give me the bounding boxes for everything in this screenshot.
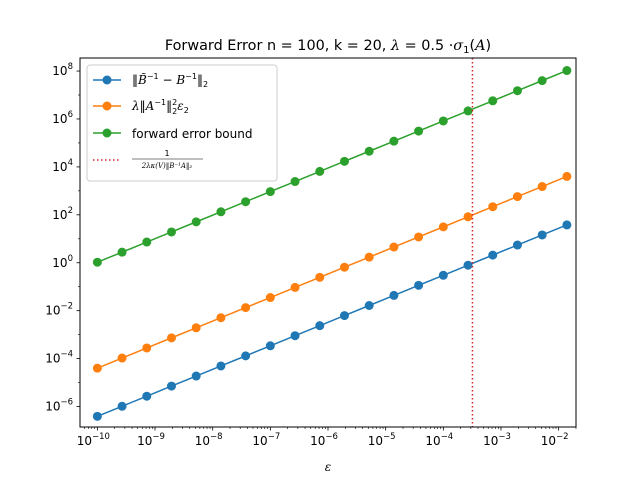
legend-entry-series-3: forward error bound <box>93 127 252 141</box>
x-tick-label: 10−10 <box>77 432 110 448</box>
series-3-point <box>166 227 176 237</box>
series-3-point <box>512 86 522 96</box>
legend-entry-vline: 1 2λκ(V)‖B⁻¹A‖₂ <box>93 149 203 170</box>
series-1-point <box>92 411 102 421</box>
legend-label-vline-denominator: 2λκ(V)‖B⁻¹A‖₂ <box>141 162 193 170</box>
series-2-point <box>339 262 349 272</box>
series-1-point <box>290 331 300 341</box>
y-tick-label: 104 <box>52 158 73 174</box>
series-2-point <box>438 222 448 232</box>
series-2-point <box>389 242 399 252</box>
series-2-point <box>241 303 251 313</box>
x-tick-label: 10−5 <box>368 432 396 448</box>
y-tick-label: 100 <box>52 254 73 270</box>
series-1-point <box>241 351 251 361</box>
series-1-point <box>364 301 374 310</box>
series-1-point <box>512 240 522 250</box>
series-3-point <box>117 247 127 257</box>
series-3-point <box>142 237 152 247</box>
series-1-point <box>142 391 152 401</box>
series-2-point <box>315 272 325 282</box>
series-3-point <box>537 76 547 86</box>
y-tick-label: 108 <box>52 62 73 78</box>
series-3-point <box>216 207 226 217</box>
series-3-point <box>364 146 374 156</box>
series-1-point <box>191 371 201 381</box>
series-1-point <box>339 311 349 321</box>
series-2-point <box>562 171 572 181</box>
series-1-point <box>315 321 325 331</box>
legend-label-series-3: forward error bound <box>132 127 252 141</box>
series-1-point <box>438 270 448 280</box>
series-3-point <box>562 66 572 76</box>
x-axis-label: ε <box>325 460 331 474</box>
legend-entry-series-2: λ‖A−1‖2 2ε2 <box>93 98 189 116</box>
series-3-point <box>339 156 349 166</box>
series-2-point <box>364 252 374 262</box>
x-axis-ticks: 10−10 10−9 10−8 10−7 10−6 10−5 10−4 10−3 10−2 <box>77 427 577 448</box>
series-2-point <box>463 212 473 222</box>
series-1-point <box>166 381 176 391</box>
x-tick-label: 10−6 <box>310 432 338 448</box>
x-tick-label: 10−8 <box>195 432 223 448</box>
series-1-point <box>216 361 226 371</box>
y-tick-label: 10−4 <box>45 350 73 366</box>
y-tick-label: 106 <box>52 110 73 126</box>
x-tick-label: 10−7 <box>252 432 280 448</box>
series-1-point <box>562 220 572 230</box>
series-3-point <box>265 187 275 197</box>
series-2-point <box>512 192 522 202</box>
series-2-point <box>537 182 547 192</box>
series-2-point <box>265 293 275 303</box>
series-3-point <box>414 126 424 136</box>
legend-marker-series-2 <box>102 101 112 111</box>
series-3-point <box>290 177 300 187</box>
series-1-point <box>265 341 275 351</box>
series-1-point <box>389 290 399 300</box>
chart-title: Forward Error n = 100, k = 20, λ = 0.5 ·… <box>165 38 491 56</box>
legend-marker-series-3 <box>102 128 112 138</box>
series-2-point <box>290 282 300 292</box>
series-layer <box>92 66 572 421</box>
legend-box <box>86 64 278 182</box>
series-2-point <box>191 323 201 333</box>
series-1-point <box>463 260 473 270</box>
series-3-point <box>488 96 498 106</box>
series-2-point <box>488 202 498 212</box>
y-tick-label: 102 <box>52 206 73 222</box>
series-1-point <box>117 401 127 411</box>
legend-entry-series-1: ‖B̃−1 − B−1‖2 <box>93 72 208 89</box>
legend: ‖B̃−1 − B−1‖2 λ‖A−1‖2 2ε2 forward error b… <box>86 64 278 182</box>
y-axis-ticks: 10−6 10−4 10−2 100 102 104 106 108 <box>45 62 80 414</box>
series-2-point <box>166 333 176 343</box>
legend-label-series-1: ‖B̃−1 − B−1‖2 <box>132 72 208 89</box>
series-3-point <box>191 217 201 227</box>
series-2-point <box>117 353 127 363</box>
series-3-point <box>315 166 325 176</box>
x-tick-label: 10−4 <box>425 432 453 448</box>
series-1-point <box>537 230 547 240</box>
x-tick-label: 10−3 <box>483 432 511 448</box>
series-3-point <box>438 116 448 126</box>
x-tick-label: 10−2 <box>541 432 569 448</box>
y-tick-label: 10−6 <box>45 398 73 414</box>
series-1-point <box>414 280 424 290</box>
series-2-point <box>142 343 152 353</box>
plot-area: 10−10 10−9 10−8 10−7 10−6 10−5 10−4 10−3 10−2 10… <box>45 57 577 448</box>
series-3-point <box>463 106 473 116</box>
series-2-point <box>92 363 102 373</box>
legend-label-vline-numerator: 1 <box>164 149 169 158</box>
series-1-point <box>488 250 498 260</box>
series-3-point <box>389 136 399 146</box>
series-2-point <box>216 313 226 323</box>
legend-label-series-2: λ‖A−1‖2 2ε2 <box>131 98 189 116</box>
y-tick-label: 10−2 <box>45 302 73 318</box>
series-2-point <box>414 232 424 242</box>
series-3-point <box>92 257 102 267</box>
x-tick-label: 10−9 <box>137 432 165 448</box>
legend-marker-series-1 <box>102 75 112 85</box>
series-3-point <box>241 197 251 207</box>
